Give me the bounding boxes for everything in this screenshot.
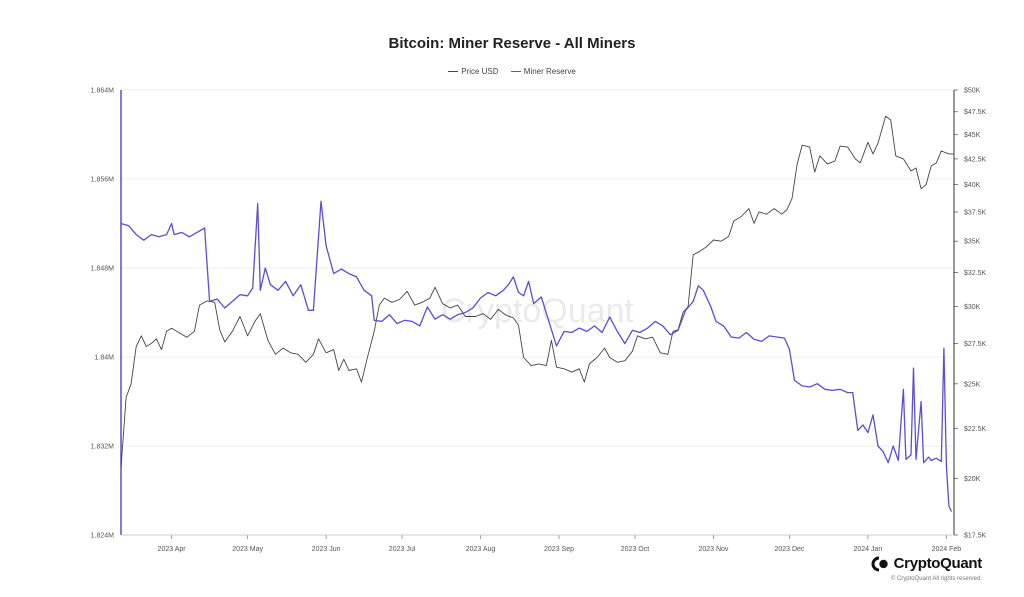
x-tick-label: 2023 Jul (389, 546, 416, 553)
brand-name: CryptoQuant (893, 555, 983, 572)
brand-logo-block: CryptoQuant (871, 555, 982, 572)
x-tick-label: 2023 May (232, 546, 263, 553)
legend-item-price[interactable]: Price USD (448, 66, 499, 76)
x-tick-label: 2023 Nov (698, 546, 728, 553)
y-right-tick-label: $50K (964, 88, 981, 95)
x-tick-label: 2023 Sep (544, 546, 574, 553)
y-right-tick-label: $30K (964, 304, 981, 311)
y-right-tick-label: $17.5K (964, 533, 987, 540)
y-right-tick-label: $42.5K (964, 156, 987, 163)
copyright-notice: © CryptoQuant All rights reserved. (890, 576, 982, 582)
y-right-tick-label: $37.5K (964, 209, 987, 216)
legend-item-reserve[interactable]: Miner Reserve (510, 66, 576, 76)
legend-label-price: Price USD (461, 66, 499, 76)
y-right-tick-label: $35K (964, 239, 981, 246)
x-tick-label: 2023 Dec (774, 546, 804, 553)
cryptoquant-logo-icon (871, 556, 888, 571)
x-tick-label: 2023 Jun (312, 546, 341, 553)
y-right-tick-label: $25K (964, 381, 981, 388)
series-line-miner-reserve[interactable] (120, 200, 953, 512)
y-right-tick-label: $32.5K (964, 270, 987, 277)
legend-swatch-price (448, 70, 459, 72)
legend-swatch-reserve (510, 70, 521, 72)
y-right-tick-label: $20K (964, 476, 981, 483)
y-right-tick-label: $22.5K (964, 426, 987, 433)
watermark: CryptoQuant (441, 292, 634, 330)
y-right-tick-label: $45K (964, 132, 981, 139)
y-left-tick-label: 1.856M (91, 177, 115, 184)
y-right-tick-label: $27.5K (964, 341, 987, 348)
y-right-tick-label: $40K (964, 182, 981, 189)
x-tick-label: 2023 Oct (621, 546, 649, 553)
chart-title: Bitcoin: Miner Reserve - All Miners (388, 35, 636, 52)
x-tick-label: 2024 Jan (854, 546, 883, 553)
legend-label-reserve: Miner Reserve (523, 66, 576, 76)
y-left-tick-label: 1.84M (95, 355, 115, 362)
y-left-tick-label: 1.824M (91, 533, 115, 540)
series-line-price-usd[interactable] (120, 115, 954, 468)
legend[interactable]: Price USD Miner Reserve (0, 65, 1024, 76)
x-tick-label: 2023 Apr (158, 546, 187, 553)
y-left-tick-label: 1.848M (91, 266, 115, 273)
y-left-tick-label: 1.832M (91, 444, 115, 451)
x-tick-label: 2024 Feb (932, 546, 962, 553)
y-left-tick-label: 1.864M (91, 88, 115, 95)
y-right-tick-label: $47.5K (964, 109, 987, 116)
x-tick-label: 2023 Aug (466, 546, 496, 553)
